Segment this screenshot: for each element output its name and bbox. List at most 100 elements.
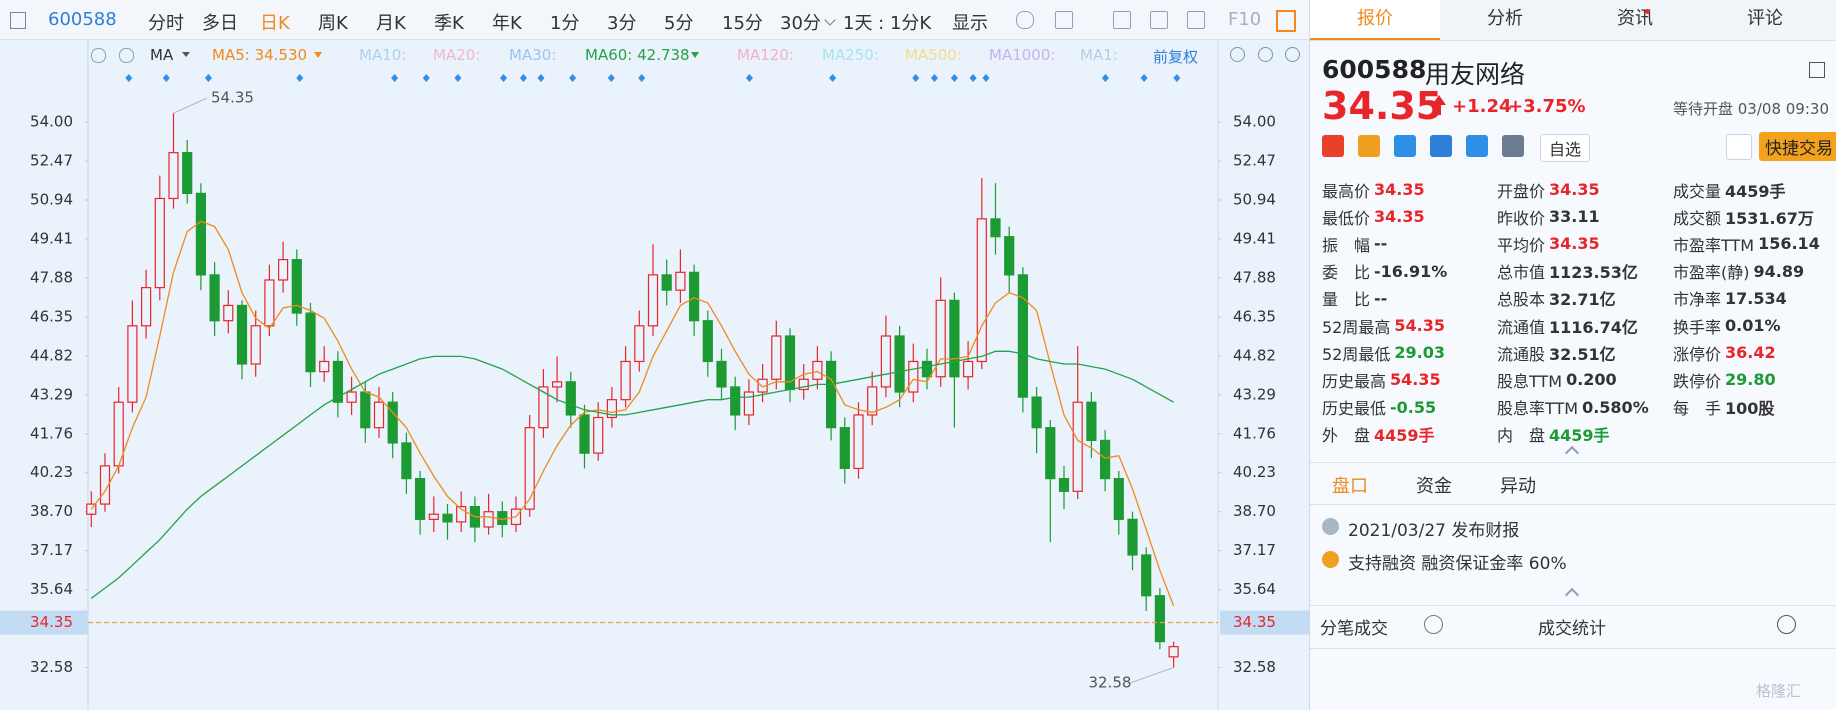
sub-tab[interactable]: 资金 (1416, 476, 1452, 497)
ma-line (90, 220, 1175, 607)
ma-legend[interactable]: MA250: (822, 46, 879, 64)
period-tab[interactable]: 周K (318, 13, 348, 34)
candle-body (1058, 477, 1070, 492)
period-tab[interactable]: 3分 (607, 13, 637, 34)
period-tab[interactable]: 5分 (664, 13, 694, 34)
feature-icon[interactable] (1502, 135, 1524, 157)
adjust[interactable]: 前复权 (1153, 48, 1199, 66)
candle-body (154, 197, 165, 289)
news-item[interactable]: 支持融资 融资保证金率 60% (1348, 554, 1567, 574)
period-tab[interactable]: 年K (492, 13, 522, 34)
quote-row: 振 幅 -- 平均价 34.35 市盈率TTM 156.14 (1310, 230, 1836, 257)
quote-value: 34.35 (1374, 207, 1425, 227)
candle-body (990, 218, 1001, 238)
quote-value: 4459手 (1374, 426, 1435, 446)
y-tick-label: 44.82 (30, 346, 73, 364)
y-tick-label: 41.76 (30, 424, 73, 442)
candle-body (1017, 274, 1029, 398)
close-icon[interactable] (119, 48, 134, 63)
collapse-icon[interactable] (1809, 62, 1825, 78)
watch-button[interactable]: 自选 (1540, 134, 1591, 162)
tool-icon[interactable] (1016, 11, 1034, 29)
candle-body (278, 259, 289, 281)
feature-icon[interactable] (1322, 135, 1344, 157)
ma-legend[interactable]: MA120: (737, 46, 794, 64)
y-tick-label: 54.00 (1233, 113, 1276, 131)
period-tab[interactable]: 多日 (202, 13, 238, 34)
y-tick-label: 49.41 (1233, 229, 1276, 247)
display-menu[interactable]: 显示 (952, 13, 988, 34)
ma-legend[interactable]: MA5: 34.530 (212, 46, 308, 64)
help-icon[interactable] (1424, 615, 1443, 634)
zoom-icon[interactable] (1258, 47, 1273, 62)
feature-icon[interactable] (1358, 135, 1380, 157)
y-tick-label: 38.70 (30, 502, 73, 520)
tool-icon[interactable] (1055, 11, 1073, 29)
quote-label: 股息率TTM (1497, 399, 1579, 419)
feature-icon[interactable] (1430, 135, 1452, 157)
period-tab[interactable]: 日K (260, 13, 290, 34)
quote-cell: 流通值 1116.74亿 (1497, 312, 1638, 339)
new-dot (1645, 9, 1650, 14)
sub-tab[interactable]: 盘口 (1332, 476, 1368, 497)
candle-body (141, 287, 152, 327)
ma-legend[interactable]: MA1000: (989, 46, 1056, 64)
trade-button[interactable]: 快捷交易 (1759, 132, 1836, 161)
quote-label: 股息TTM (1497, 371, 1563, 391)
event-marker (982, 74, 990, 82)
ma-legend[interactable]: MA60: 42.738 (585, 46, 690, 64)
tool-icon[interactable] (1113, 11, 1131, 29)
side-tab[interactable]: 评论 (1747, 8, 1783, 29)
candle-body (812, 360, 823, 380)
period-tab[interactable]: 30分 (780, 13, 821, 34)
quote-row: 历史最高 54.35 股息TTM 0.200 跌停价 29.80 (1310, 366, 1836, 393)
zoom-icon[interactable] (1285, 47, 1300, 62)
period-select[interactable]: 1天 : 1分K (843, 13, 932, 34)
settings-icon[interactable] (91, 48, 106, 63)
feature-icon[interactable] (1394, 135, 1416, 157)
period-tab[interactable]: 分时 (148, 13, 184, 34)
ma-legend[interactable]: MA1: (1080, 46, 1118, 64)
candle-body (264, 279, 275, 327)
footer-tab[interactable]: 成交统计 (1538, 619, 1606, 639)
period-tab[interactable]: 15分 (722, 13, 763, 34)
period-tab[interactable]: 月K (376, 13, 406, 34)
alert-icon[interactable] (1726, 134, 1752, 160)
candle-body (976, 218, 987, 363)
side-tab[interactable]: 分析 (1487, 8, 1523, 29)
up-arrow (1432, 95, 1446, 105)
quote-value: 17.534 (1725, 288, 1787, 308)
candle-body (921, 360, 933, 378)
ma-type[interactable]: MA (150, 46, 174, 64)
news-item[interactable]: 2021/03/27 发布财报 (1348, 521, 1520, 541)
candle-body (634, 325, 645, 363)
tool-icon[interactable] (1150, 11, 1168, 29)
candle-body (1045, 427, 1056, 480)
more-icon[interactable] (1777, 615, 1796, 634)
ma-legend[interactable]: MA30: (509, 46, 557, 64)
side-tab[interactable]: 资讯 (1617, 8, 1653, 29)
period-tab[interactable]: 季K (434, 13, 464, 34)
y-tick-label: 41.76 (1233, 424, 1276, 442)
ma-legend[interactable]: MA20: (433, 46, 481, 64)
quote-label: 量 比 (1322, 290, 1371, 310)
quote-value: 100股 (1725, 399, 1775, 419)
sub-tab[interactable]: 异动 (1500, 476, 1536, 497)
side-tab[interactable]: 报价 (1310, 0, 1440, 40)
candle-body (1154, 595, 1166, 643)
tool-icon[interactable] (1187, 11, 1205, 29)
event-marker (930, 74, 938, 82)
side-change: +1.24 (1452, 96, 1512, 117)
candle-body (538, 386, 549, 429)
feature-icon[interactable] (1466, 135, 1488, 157)
period-tab[interactable]: 1分 (550, 13, 580, 34)
ma-legend[interactable]: MA500: (905, 46, 962, 64)
quote-value: 54.35 (1390, 370, 1441, 390)
chevron[interactable] (1564, 587, 1580, 603)
candle-body (195, 192, 206, 276)
f10[interactable]: F10 (1228, 9, 1262, 30)
chevron[interactable] (1564, 445, 1580, 461)
footer-tab[interactable]: 分笔成交 (1320, 619, 1388, 639)
ma-legend[interactable]: MA10: (359, 46, 407, 64)
zoom-icon[interactable] (1230, 47, 1245, 62)
